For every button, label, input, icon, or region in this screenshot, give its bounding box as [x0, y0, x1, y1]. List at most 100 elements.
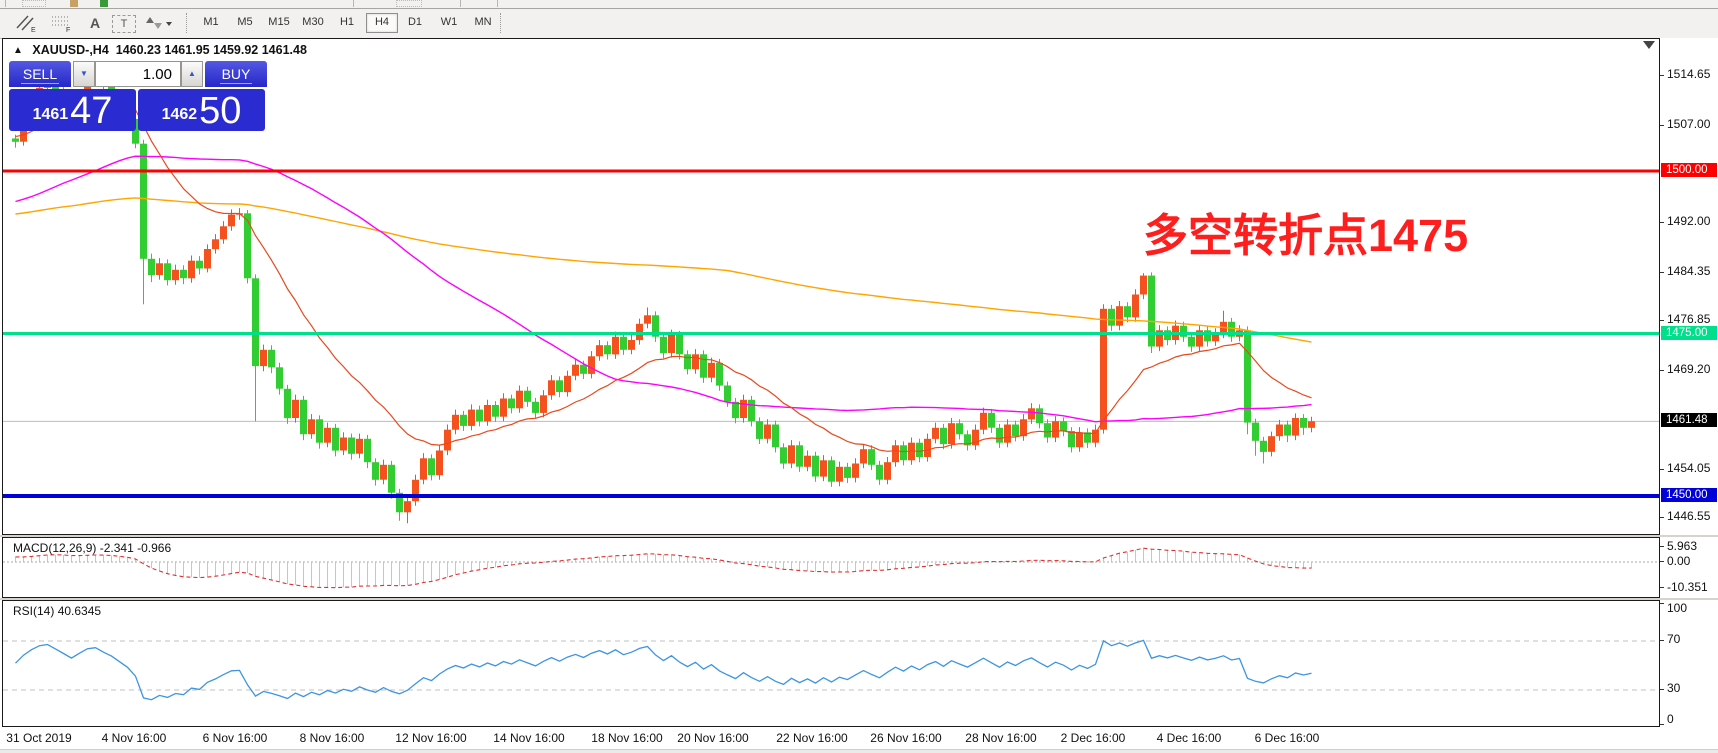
level-price-label: 1500.00 — [1661, 163, 1717, 177]
timeframe-button-m1[interactable]: M1 — [203, 16, 219, 28]
price-axis-label: 1507.00 — [1667, 116, 1711, 131]
toolbar-separator — [353, 0, 354, 7]
chart-shift-marker-icon[interactable] — [1643, 41, 1655, 49]
date-axis-label: 14 Nov 16:00 — [493, 731, 565, 745]
sell-price-big: 47 — [70, 90, 113, 132]
date-axis-label: 4 Dec 16:00 — [1156, 731, 1222, 745]
macd-axis-label: -10.351 — [1667, 579, 1708, 594]
price-axis-label: 1514.65 — [1667, 66, 1711, 81]
date-axis-label: 6 Dec 16:00 — [1254, 731, 1320, 745]
arrow-tools-icon[interactable] — [142, 12, 176, 34]
triangle-up-icon: ▲ — [13, 45, 23, 56]
axis-tick — [1660, 640, 1664, 641]
toolbar-button-edge — [22, 0, 46, 7]
axis-tick — [1660, 517, 1664, 519]
rsi-label: RSI(14) 40.6345 — [13, 604, 102, 618]
main-chart-panel[interactable]: ▲ XAUUSD-,H4 1460.23 1461.95 1459.92 146… — [2, 38, 1660, 535]
date-axis-label: 22 Nov 16:00 — [776, 731, 848, 745]
macd-value: -2.341 — [99, 541, 134, 555]
toolbar-grip — [500, 13, 504, 33]
text-label-icon[interactable]: T — [112, 15, 136, 33]
rsi-chart[interactable] — [3, 601, 1659, 726]
volume-input[interactable] — [95, 61, 181, 87]
buy-price-button[interactable]: 1462 50 — [138, 89, 265, 131]
timeframe-button-m30[interactable]: M30 — [302, 16, 324, 28]
one-click-trading-panel: SELL ▼ ▲ BUY 1461 47 1462 50 — [9, 61, 267, 131]
sell-button[interactable]: SELL — [9, 61, 71, 87]
date-axis-label: 4 Nov 16:00 — [101, 731, 167, 745]
sell-price-button[interactable]: 1461 47 — [9, 89, 136, 131]
equidistant-channel-icon[interactable]: E — [12, 12, 40, 34]
axis-tick — [1660, 546, 1664, 548]
timeframe-button-h1[interactable]: H1 — [339, 16, 355, 28]
date-axis-label: 12 Nov 16:00 — [395, 731, 467, 745]
date-axis-label: 18 Nov 16:00 — [591, 731, 663, 745]
axis-tick — [1660, 320, 1664, 322]
timeframe-button-h4[interactable]: H4 — [366, 13, 398, 33]
toolbar-icon-fragment — [70, 0, 78, 7]
rsi-panel[interactable]: RSI(14) 40.6345 — [2, 600, 1660, 727]
chart-toolbar: E F A T M1 M5 M15 M30 H1 H4 D1 W1 MN — [0, 9, 1718, 39]
date-axis-label: 8 Nov 16:00 — [299, 731, 365, 745]
timeframe-button-d1[interactable]: D1 — [407, 16, 423, 28]
rsi-axis-label: 0 — [1667, 712, 1674, 726]
timeframe-button-mn[interactable]: MN — [474, 16, 492, 28]
buy-button[interactable]: BUY — [205, 61, 267, 87]
timeframe-button-w1[interactable]: W1 — [440, 16, 458, 28]
macd-axis: 5.963 0.00 -10.351 — [1660, 537, 1718, 598]
tool-sub-label: E — [31, 27, 36, 33]
toolbar-button-edge — [396, 0, 422, 7]
axis-tick — [1660, 74, 1664, 76]
chart-symbol-period: XAUUSD-,H4 — [32, 43, 109, 57]
candlestick-chart[interactable] — [3, 39, 1659, 534]
chart-title: ▲ XAUUSD-,H4 1460.23 1461.95 1459.92 146… — [13, 43, 307, 57]
sell-price-small: 1461 — [32, 106, 69, 123]
toolbar-grip — [186, 13, 190, 33]
timeframe-button-m15[interactable]: M15 — [268, 16, 290, 28]
toolbar-icon-fragment — [100, 0, 108, 7]
price-axis-label: 1454.05 — [1667, 460, 1711, 475]
axis-tick — [1660, 561, 1664, 562]
date-axis-label: 6 Nov 16:00 — [202, 731, 268, 745]
date-axis[interactable]: 31 Oct 2019 4 Nov 16:00 6 Nov 16:00 8 Nov 1… — [0, 727, 1718, 749]
axis-tick — [1660, 468, 1664, 470]
rsi-axis: 100 70 30 0 — [1660, 600, 1718, 727]
axis-tick — [1660, 271, 1664, 273]
volume-increase-button[interactable]: ▲ — [181, 61, 203, 87]
level-price-label: 1475.00 — [1661, 325, 1717, 340]
price-axis-label: 1492.00 — [1667, 214, 1711, 228]
price-axis-label: 1476.85 — [1667, 312, 1711, 327]
toolbar-separator — [5, 0, 6, 7]
text-icon[interactable]: A — [89, 15, 101, 31]
panel-separator[interactable] — [0, 598, 1718, 600]
volume-decrease-button[interactable]: ▼ — [73, 61, 95, 87]
current-price-label: 1461.48 — [1661, 413, 1717, 428]
level-price-label: 1450.00 — [1661, 488, 1717, 502]
axis-tick — [1660, 586, 1664, 588]
rsi-value: 40.6345 — [57, 604, 102, 618]
fibonacci-retracement-icon[interactable]: F — [48, 12, 76, 34]
annotation-text: 多空转折点1475 — [1143, 210, 1469, 261]
macd-signal-value: -0.966 — [137, 541, 172, 555]
price-axis[interactable]: 1514.65 1507.00 1492.00 1484.35 1476.85 1469.… — [1660, 38, 1718, 535]
date-axis-label: 2 Dec 16:00 — [1060, 731, 1126, 745]
rsi-axis-label: 30 — [1667, 681, 1681, 695]
chart-ohlc-values: 1460.23 1461.95 1459.92 1461.48 — [115, 43, 307, 57]
date-axis-label: 28 Nov 16:00 — [965, 731, 1037, 745]
buy-price-small: 1462 — [161, 106, 198, 123]
macd-panel[interactable]: MACD(12,26,9) -2.341 -0.966 — [2, 537, 1660, 598]
horizontal-scrollbar[interactable] — [0, 749, 1718, 753]
axis-tick — [1660, 222, 1664, 223]
date-axis-label: 20 Nov 16:00 — [677, 731, 749, 745]
axis-tick — [1660, 689, 1664, 690]
rsi-axis-label: 100 — [1667, 601, 1688, 615]
macd-chart[interactable] — [3, 538, 1659, 597]
top-toolbar-strip — [0, 0, 1718, 9]
panel-separator[interactable] — [0, 535, 1718, 537]
rsi-axis-label: 70 — [1667, 632, 1681, 646]
price-axis-label: 1484.35 — [1667, 263, 1711, 278]
axis-tick — [1660, 124, 1664, 126]
toolbar-separator — [460, 0, 461, 7]
timeframe-button-m5[interactable]: M5 — [237, 16, 253, 28]
